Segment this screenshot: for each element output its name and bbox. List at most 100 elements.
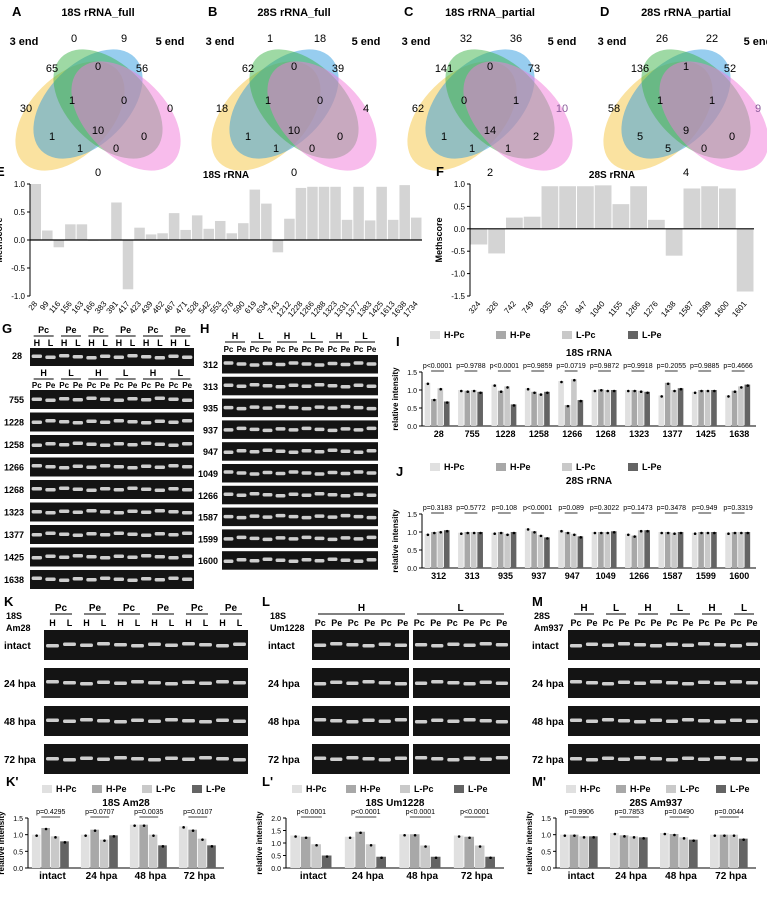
gel-strip — [222, 529, 378, 548]
p-value-label: p=0.9859 — [523, 363, 552, 370]
gel-band — [140, 487, 152, 491]
gel-band — [327, 384, 338, 388]
bar — [524, 388, 531, 426]
gel-band — [314, 558, 325, 563]
bar — [145, 234, 157, 240]
data-point — [472, 531, 476, 535]
gel-band — [223, 450, 234, 454]
gel-band — [463, 718, 476, 722]
gel-band — [366, 384, 377, 389]
lane-group-label: H — [284, 331, 291, 341]
bar — [318, 186, 330, 240]
lane-group-label: H — [95, 368, 102, 378]
lane-label: L — [135, 618, 141, 628]
gel-band — [288, 383, 299, 388]
gel-band — [127, 555, 138, 559]
gel-band — [414, 720, 428, 724]
venn-count-c-only: 36 — [510, 33, 522, 45]
lane-label: Pc — [250, 345, 260, 354]
p-value-label: p=0.4295 — [36, 809, 65, 816]
bar — [719, 834, 729, 868]
axis-label-y: relative intensity — [391, 367, 400, 431]
gel-band — [236, 515, 247, 520]
gel-band — [72, 421, 84, 425]
data-point — [623, 835, 626, 838]
lane-group-label: L — [123, 368, 129, 378]
gel-strip — [30, 525, 194, 544]
gel-band — [154, 555, 166, 559]
gel-band — [431, 644, 444, 648]
bar — [399, 834, 410, 868]
gel-strip — [30, 547, 194, 567]
lane-label: Pe — [714, 618, 725, 628]
legend-label: L-Pe — [468, 784, 488, 794]
venn-count-bcd: 1 — [709, 95, 715, 107]
gel-band — [140, 577, 152, 581]
p-value-label: p=0.108 — [492, 505, 518, 512]
bar — [470, 532, 477, 568]
bar — [738, 532, 744, 568]
lane-group-label: Pe — [225, 603, 238, 614]
gel-band — [236, 426, 247, 431]
gel-band — [127, 532, 138, 536]
data-point — [294, 835, 297, 838]
gel-band — [313, 643, 327, 647]
gel-band — [168, 397, 179, 401]
legend-swatch — [346, 785, 356, 793]
venn-count-bcd: 0 — [121, 95, 127, 107]
bar — [30, 184, 42, 240]
lane-label: H — [61, 338, 68, 348]
p-value-label: p<0.0001 — [297, 809, 326, 816]
lane-group-label: L — [457, 603, 463, 614]
lane-label: L — [48, 338, 54, 348]
gel-band — [314, 383, 325, 387]
legend-swatch — [92, 785, 102, 793]
lane-label: Pe — [586, 618, 597, 628]
venn-count-c-only: 18 — [314, 33, 326, 45]
gel-band — [601, 718, 615, 722]
gel-band — [148, 719, 161, 723]
tick-label-y: 0.5 — [271, 854, 281, 861]
bar — [664, 382, 671, 426]
panel-letter: H — [200, 321, 209, 336]
gel-band — [366, 448, 377, 453]
gel-band — [181, 398, 193, 402]
data-point — [673, 833, 676, 837]
gel-band — [346, 643, 359, 647]
gel-band — [327, 448, 338, 452]
data-point — [424, 845, 427, 848]
tick-label-x: 24 hpa — [615, 871, 647, 882]
gel-band — [447, 642, 460, 646]
row-label: 313 — [203, 382, 218, 392]
data-point — [600, 531, 603, 535]
gel-band — [131, 757, 144, 761]
data-point — [84, 834, 87, 837]
venn-count-ac: 5 — [637, 131, 643, 143]
bar — [504, 533, 510, 568]
gel-band — [236, 448, 247, 453]
tick-label-y: 0.0 — [541, 866, 551, 873]
gel-strip — [44, 630, 248, 660]
lane-group-label: Pe — [175, 325, 186, 335]
tick-label-y: 1.0 — [407, 530, 417, 537]
bar — [453, 835, 464, 868]
gel-band — [353, 383, 364, 388]
data-point — [506, 386, 509, 389]
bar — [558, 381, 564, 426]
venn-label-left: 3 end — [598, 36, 627, 48]
legend-label: H-Pc — [306, 784, 327, 794]
gel-band — [154, 509, 166, 513]
lane-label: Pe — [128, 381, 138, 390]
gel-band — [262, 537, 273, 542]
venn-set-d — [267, 61, 377, 171]
tick-label-x: 749 — [520, 299, 536, 315]
gel-band — [681, 643, 695, 647]
gel-band — [148, 681, 161, 685]
bar — [671, 390, 677, 426]
gel-band — [58, 532, 70, 536]
tick-label-x: 1155 — [606, 299, 624, 318]
data-point — [533, 530, 536, 534]
data-point — [582, 836, 586, 839]
gel-band — [353, 428, 364, 432]
venn-count-b-only: 0 — [71, 33, 77, 45]
